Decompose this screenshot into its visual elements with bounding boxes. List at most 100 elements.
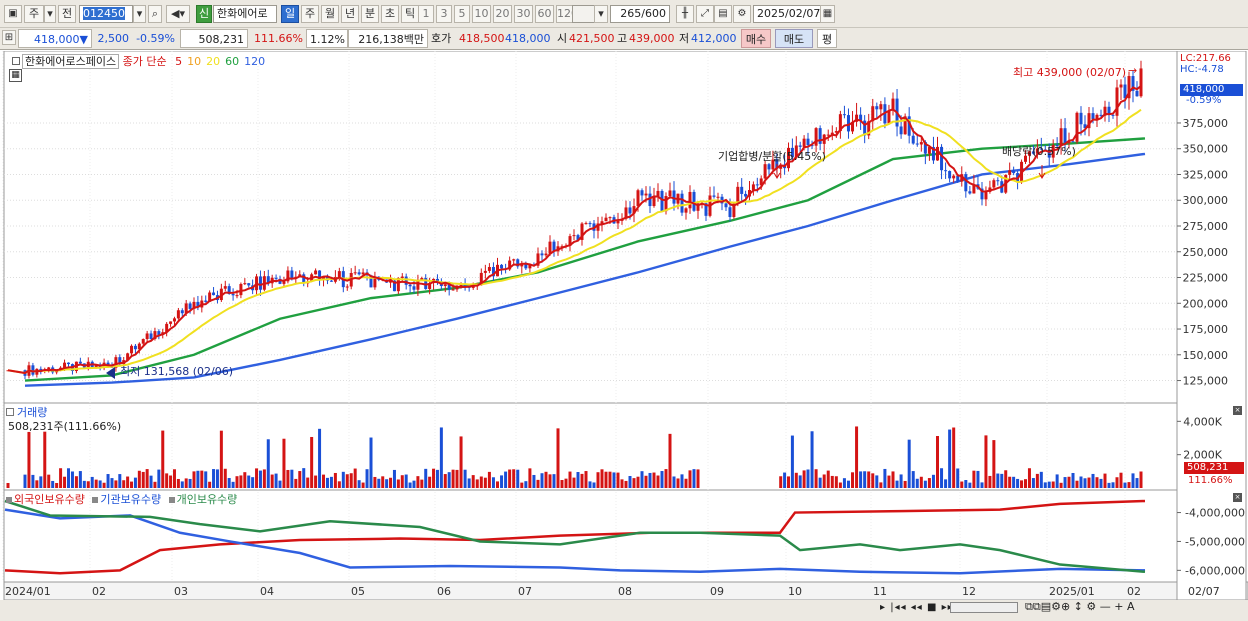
candle-body xyxy=(1075,112,1079,142)
volume-bar xyxy=(1047,481,1051,488)
volume-bar xyxy=(192,471,196,488)
volume-bar xyxy=(628,476,632,488)
volume-bar xyxy=(82,480,86,488)
volume-bar xyxy=(471,475,475,488)
save-icon[interactable]: ▤ xyxy=(714,5,732,23)
tools-icon[interactable]: ⤢ xyxy=(696,5,714,23)
period-dropdown-icon[interactable]: ▾ xyxy=(44,5,56,23)
candle-body xyxy=(1067,141,1071,143)
volume-bar xyxy=(592,482,596,488)
volume-bar xyxy=(814,469,818,488)
volume-bar xyxy=(504,471,508,488)
count-field[interactable]: 265/600 xyxy=(610,5,670,23)
tab-5[interactable]: 초 xyxy=(381,5,399,23)
candle-body xyxy=(1139,68,1143,97)
interval-button-3[interactable]: 3 xyxy=(436,5,452,23)
zoom-controls[interactable]: ⧉⧉▤⚙⊕ ↕ ⚙ — + A xyxy=(1025,600,1135,613)
volume-bar xyxy=(208,481,212,488)
calendar-icon[interactable]: ▦ xyxy=(820,5,835,23)
tab-0[interactable]: 일 xyxy=(281,5,299,23)
candle-body xyxy=(944,170,948,172)
volume-bar xyxy=(1107,482,1111,488)
volume-bar xyxy=(1083,478,1087,488)
volume-bar xyxy=(310,436,314,488)
volume-bar xyxy=(818,477,822,488)
pyeong-button[interactable]: 평 xyxy=(817,29,837,48)
code-dropdown-icon[interactable]: ▾ xyxy=(133,5,146,23)
foreign-legend: 외국인보유수량 xyxy=(14,493,85,506)
volume-bar xyxy=(389,477,393,488)
candle-body xyxy=(451,289,455,291)
speaker-icon[interactable]: ◀▾ xyxy=(166,5,190,23)
interval-button-30[interactable]: 30 xyxy=(514,5,533,23)
interval-button-10[interactable]: 10 xyxy=(472,5,491,23)
tab-4[interactable]: 분 xyxy=(361,5,379,23)
volume-bar xyxy=(102,482,106,488)
volume-bar xyxy=(1008,476,1012,488)
candle-body xyxy=(680,193,684,213)
volume-bar xyxy=(508,469,512,488)
candle-body xyxy=(137,343,141,350)
volume-bar xyxy=(345,474,349,488)
date-field[interactable]: 2025/02/07 xyxy=(753,5,821,23)
tab-2[interactable]: 월 xyxy=(321,5,339,23)
volume-bar xyxy=(35,480,39,488)
chart-area[interactable]: 375,000 350,000 325,000 300,000 275,000 250,0… xyxy=(0,50,1248,621)
price-tick-label: 250,000 xyxy=(1183,246,1229,259)
low-value: 412,000 xyxy=(691,32,737,45)
volume-bar xyxy=(126,476,130,488)
volume-bar xyxy=(851,472,855,488)
stock-code-field[interactable]: 012450 xyxy=(79,5,133,23)
volume-bar xyxy=(790,435,794,488)
buy-button[interactable]: 매수 xyxy=(741,29,771,48)
x-tick-label: 06 xyxy=(437,585,451,598)
volume-bar xyxy=(262,469,266,488)
interval-button-60[interactable]: 60 xyxy=(535,5,554,23)
interval-button-1[interactable]: 1 xyxy=(418,5,434,23)
window-menu-icon[interactable]: ▣ xyxy=(4,5,22,23)
candle-body xyxy=(1008,170,1012,175)
tab-6[interactable]: 틱 xyxy=(401,5,419,23)
scroll-bar[interactable] xyxy=(950,602,1018,613)
period-select[interactable]: 주 xyxy=(24,5,44,23)
volume-close-icon[interactable]: × xyxy=(1233,406,1242,415)
candle-body xyxy=(779,164,783,169)
volume-bar xyxy=(491,477,495,488)
volume-bar xyxy=(576,472,580,488)
volume-bar xyxy=(944,479,948,488)
holding-close-icon[interactable]: × xyxy=(1233,493,1242,502)
candle-icon[interactable]: ╫ xyxy=(676,5,694,23)
volume-bar xyxy=(306,477,310,488)
volume-bar xyxy=(1071,472,1075,488)
volume-bar xyxy=(516,469,520,488)
volume-bar xyxy=(59,468,63,488)
blank-dropdown-icon[interactable]: ▾ xyxy=(594,5,608,23)
x-tick-label: 10 xyxy=(788,585,802,598)
stock-name-field[interactable]: 한화에어로 xyxy=(213,5,277,23)
interval-button-5[interactable]: 5 xyxy=(454,5,470,23)
chart-canvas[interactable]: 375,000 350,000 325,000 300,000 275,000 250,0… xyxy=(0,50,1248,621)
candle-body xyxy=(664,196,668,212)
tab-1[interactable]: 주 xyxy=(301,5,319,23)
candle-body xyxy=(1119,84,1123,88)
prev-button[interactable]: 전 xyxy=(58,5,76,23)
tab-3[interactable]: 년 xyxy=(341,5,359,23)
candle-body xyxy=(616,220,620,224)
candle-body xyxy=(688,191,692,209)
volume-bar xyxy=(361,482,365,488)
candle-body xyxy=(165,323,169,333)
nav-controls[interactable]: ▸ |◂◂ ◂◂ ■ ▸▸ xyxy=(880,602,954,613)
x-tick-label: 09 xyxy=(710,585,724,598)
search-icon[interactable]: ⌕ xyxy=(148,5,162,23)
volume-bar xyxy=(931,474,935,488)
gear-icon[interactable]: ⚙ xyxy=(733,5,751,23)
candle-body xyxy=(459,284,463,286)
volume-bar xyxy=(984,435,988,488)
sell-button[interactable]: 매도 xyxy=(775,29,813,48)
candle-body xyxy=(227,286,231,294)
pin-icon[interactable]: ⊞ xyxy=(2,30,16,45)
grid-icon[interactable]: ▦ xyxy=(9,69,22,82)
interval-button-20[interactable]: 20 xyxy=(493,5,512,23)
volume-bar xyxy=(887,475,891,488)
volume-bar xyxy=(1091,473,1095,488)
